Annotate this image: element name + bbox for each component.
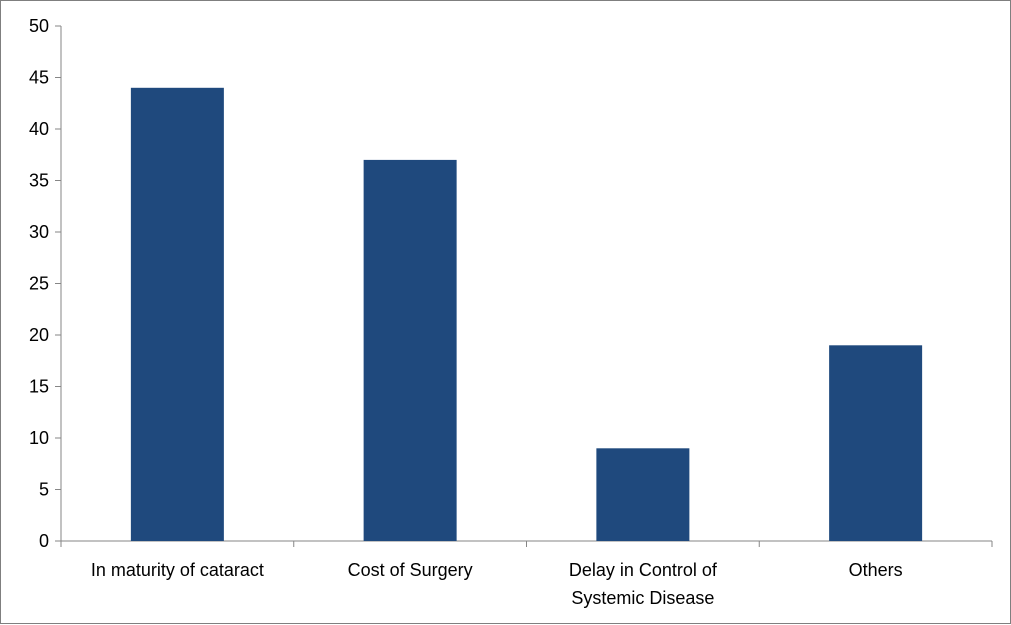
- y-axis: 0 5 10 15 20 25 30 35 40 45 50: [29, 16, 62, 551]
- bar: [829, 345, 923, 541]
- x-category-label: In maturity of cataract: [91, 560, 264, 580]
- y-tick-label: 5: [39, 480, 49, 500]
- y-tick-label: 0: [39, 531, 49, 551]
- x-category-label: Cost of Surgery: [348, 560, 473, 580]
- x-category-label: Others: [849, 560, 903, 580]
- x-category-label: Delay in Control of: [569, 560, 718, 580]
- y-tick-label: 35: [29, 171, 49, 191]
- category-labels: In maturity of cataract Cost of Surgery De…: [91, 560, 903, 608]
- x-category-label: Systemic Disease: [571, 588, 714, 608]
- bars: [130, 87, 923, 542]
- y-tick-label: 40: [29, 119, 49, 139]
- y-tick-label: 50: [29, 16, 49, 36]
- y-tick-label: 45: [29, 68, 49, 88]
- bar: [363, 159, 457, 541]
- y-tick-label: 30: [29, 222, 49, 242]
- bar: [130, 87, 224, 542]
- y-tick-label: 10: [29, 428, 49, 448]
- x-axis: [60, 540, 993, 547]
- y-tick-label: 15: [29, 377, 49, 397]
- y-tick-label: 20: [29, 325, 49, 345]
- bar: [596, 448, 690, 541]
- y-tick-label: 25: [29, 274, 49, 294]
